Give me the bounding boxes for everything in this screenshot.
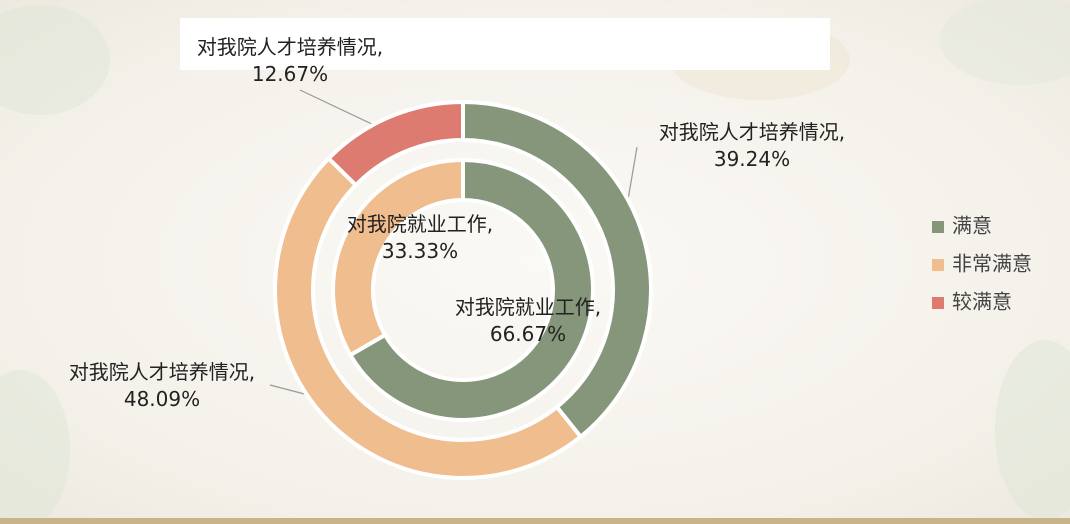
legend-label: 非常满意 — [952, 252, 1032, 276]
data-label: 对我院就业工作, 33.33% — [346, 212, 494, 263]
data-label: 对我院人才培养情况, 12.67% — [196, 35, 384, 86]
donut-segment — [347, 157, 595, 422]
decoration — [0, 370, 70, 524]
legend-label: 较满意 — [952, 290, 1012, 314]
legend-swatch — [932, 259, 944, 271]
donut-segment — [273, 155, 584, 480]
donut-segment — [331, 157, 465, 358]
legend-swatch — [932, 297, 944, 309]
text-box — [180, 18, 830, 70]
data-label: 对我院人才培养情况, 39.24% — [658, 120, 846, 171]
data-label: 对我院人才培养情况, 48.09% — [68, 360, 256, 411]
decoration — [995, 340, 1070, 520]
decoration — [940, 0, 1070, 85]
donut-segment — [325, 99, 465, 188]
legend-swatch — [932, 221, 944, 233]
data-label: 对我院就业工作, 66.67% — [454, 295, 602, 346]
legend-label: 满意 — [952, 214, 992, 238]
decoration — [0, 5, 110, 115]
bottom-border — [0, 518, 1070, 524]
